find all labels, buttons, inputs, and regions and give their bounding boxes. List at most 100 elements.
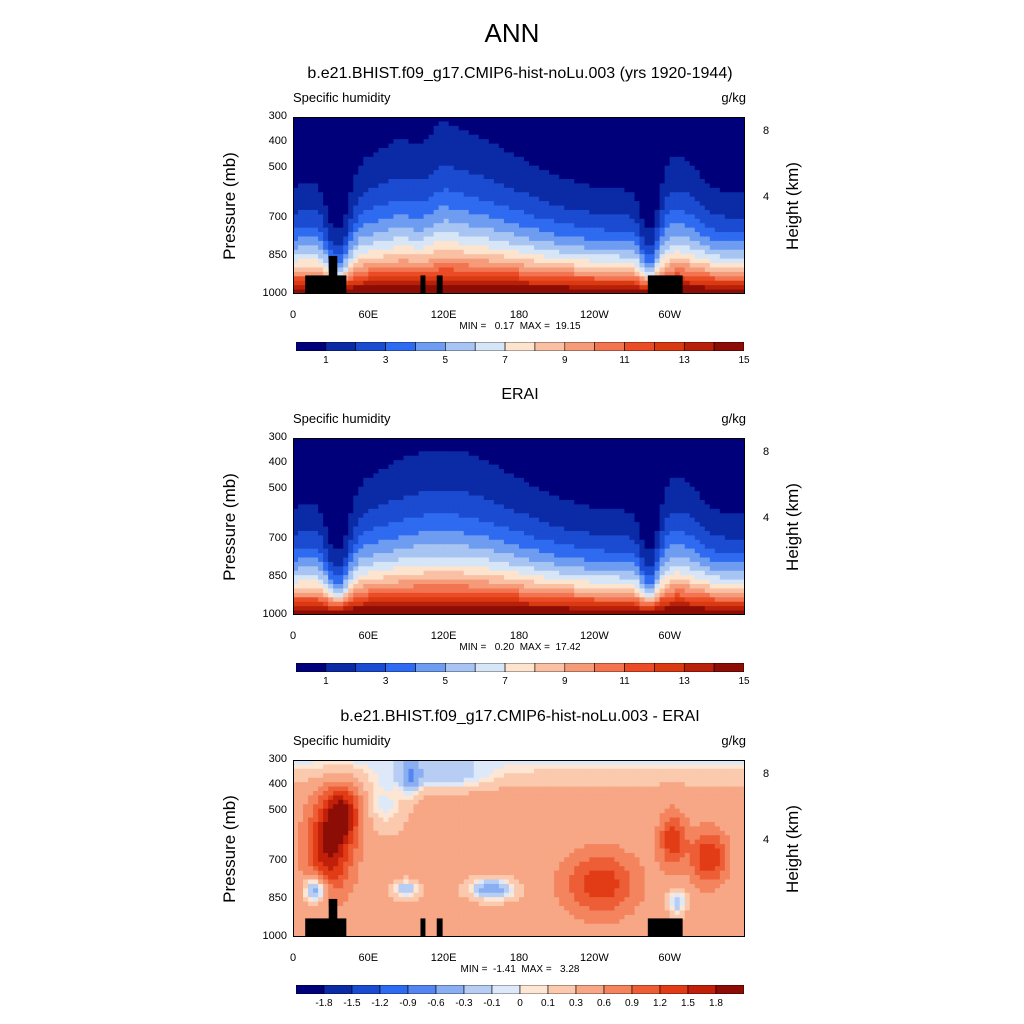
contour-cell <box>353 289 359 294</box>
contour-cell <box>398 152 405 158</box>
contour-cell <box>363 513 369 519</box>
contour-cell <box>634 285 641 291</box>
contour-cell <box>498 258 505 264</box>
contour-cell <box>298 280 304 286</box>
contour-cell <box>363 468 369 474</box>
contour-cell <box>614 156 621 162</box>
contour-cell <box>554 192 560 198</box>
contour-cell <box>503 263 510 269</box>
contour-cell <box>649 227 656 233</box>
contour-cell <box>343 263 349 269</box>
contour-cell <box>649 236 656 242</box>
panel-0-stats: MIN = 0.17 MAX = 19.15 <box>459 321 581 332</box>
contour-cell <box>654 117 661 123</box>
contour-cell <box>293 161 299 167</box>
contour-cell <box>428 276 435 282</box>
contour-cell <box>363 192 369 198</box>
contour-cell <box>328 451 334 457</box>
contour-cell <box>488 280 495 286</box>
contour-cell <box>513 236 520 242</box>
contour-cell <box>323 446 329 452</box>
contour-cell <box>298 438 304 444</box>
contour-cell <box>373 249 379 255</box>
contour-cell <box>318 566 324 572</box>
contour-cell <box>348 183 354 189</box>
contour-cell <box>584 174 590 180</box>
contour-cell <box>378 588 384 594</box>
contour-cell <box>629 232 636 238</box>
contour-cell <box>569 240 575 246</box>
contour-cell <box>363 535 369 541</box>
contour-cell <box>574 196 580 202</box>
contour-cell <box>463 165 470 171</box>
contour-cell <box>619 214 626 220</box>
contour-cell <box>443 276 450 282</box>
contour-cell <box>694 130 701 136</box>
contour-cell <box>579 165 585 171</box>
contour-cell <box>468 125 475 131</box>
contour-cell <box>448 477 455 483</box>
contour-cell <box>418 442 425 448</box>
contour-cell <box>448 561 455 567</box>
contour-cell <box>338 187 344 193</box>
contour-cell <box>403 143 410 149</box>
contour-cell <box>554 196 560 202</box>
contour-cell <box>458 271 465 277</box>
contour-cell <box>659 236 666 242</box>
contour-cell <box>308 254 314 260</box>
contour-cell <box>659 161 666 167</box>
contour-cell <box>704 236 711 242</box>
contour-cell <box>649 134 656 140</box>
contour-cell <box>609 240 616 246</box>
contour-cell <box>654 227 661 233</box>
contour-cell <box>398 280 405 286</box>
contour-cell <box>433 473 440 479</box>
contour-cell <box>353 218 359 224</box>
contour-cell <box>373 504 379 510</box>
contour-cell <box>423 553 430 559</box>
contour-cell <box>549 165 555 171</box>
contour-cell <box>323 271 329 277</box>
contour-cell <box>493 156 500 162</box>
contour-cell <box>488 192 495 198</box>
contour-cell <box>739 258 745 264</box>
contour-cell <box>323 187 329 193</box>
contour-cell <box>313 209 319 215</box>
contour-cell <box>308 196 314 202</box>
contour-cell <box>498 280 505 286</box>
contour-cell <box>303 464 309 470</box>
contour-cell <box>714 121 721 127</box>
contour-cell <box>413 553 420 559</box>
contour-cell <box>398 276 405 282</box>
contour-cell <box>403 152 410 158</box>
contour-cell <box>388 513 395 519</box>
contour-cell <box>403 530 410 536</box>
contour-cell <box>383 486 390 492</box>
contour-cell <box>498 125 505 131</box>
contour-cell <box>323 442 329 448</box>
contour-cell <box>694 174 701 180</box>
contour-cell <box>734 147 741 153</box>
contour-cell <box>488 245 495 251</box>
contour-cell <box>508 147 515 153</box>
contour-cell <box>433 280 440 286</box>
contour-cell <box>408 187 415 193</box>
contour-cell <box>589 276 595 282</box>
contour-cell <box>338 482 344 488</box>
contour-cell <box>539 152 545 158</box>
contour-cell <box>629 227 636 233</box>
contour-cell <box>313 258 319 264</box>
contour-cell <box>408 592 415 598</box>
contour-cell <box>308 592 314 598</box>
contour-cell <box>539 227 545 233</box>
contour-cell <box>358 240 364 246</box>
contour-cell <box>604 254 610 260</box>
contour-cell <box>463 209 470 215</box>
contour-cell <box>413 606 420 612</box>
contour-cell <box>684 156 691 162</box>
contour-cell <box>619 267 626 273</box>
contour-cell <box>388 218 395 224</box>
contour-cell <box>413 584 420 590</box>
contour-cell <box>689 276 696 282</box>
contour-cell <box>594 240 600 246</box>
